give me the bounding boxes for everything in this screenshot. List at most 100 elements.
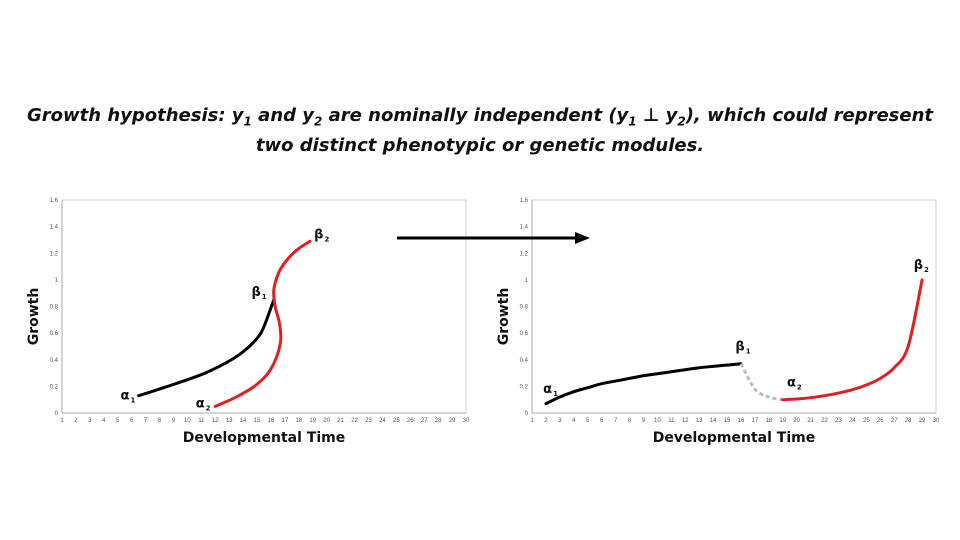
series-line bbox=[213, 239, 312, 408]
perp-symbol: ⊥ bbox=[636, 105, 666, 126]
x-tick-label: 19 bbox=[309, 418, 316, 424]
x-tick-label: 9 bbox=[642, 418, 646, 424]
x-tick-label: 2 bbox=[544, 418, 548, 424]
y-tick-label: 1.4 bbox=[520, 225, 529, 231]
x-tick-label: 30 bbox=[933, 418, 940, 424]
series-line bbox=[137, 298, 276, 398]
y-tick-label: 0.4 bbox=[520, 358, 529, 364]
title-text: y bbox=[665, 105, 678, 126]
x-tick-label: 17 bbox=[282, 418, 289, 424]
x-tick-label: 28 bbox=[905, 418, 912, 424]
series-line bbox=[544, 362, 743, 406]
x-tick-label: 12 bbox=[212, 418, 219, 424]
point-label: β2 bbox=[914, 258, 929, 274]
x-tick-label: 14 bbox=[240, 418, 247, 424]
x-tick-label: 6 bbox=[600, 418, 604, 424]
y-tick-label: 0 bbox=[55, 411, 59, 417]
point-label: α1 bbox=[121, 389, 136, 405]
title-line-1: Growth hypothesis: y1 and y2 are nominal… bbox=[20, 104, 940, 134]
x-tick-label: 7 bbox=[144, 418, 148, 424]
x-tick-label: 8 bbox=[158, 418, 162, 424]
x-tick-label: 28 bbox=[435, 418, 442, 424]
x-tick-label: 16 bbox=[268, 418, 275, 424]
x-tick-label: 20 bbox=[323, 418, 330, 424]
right-chart: 00.20.40.60.811.21.41.61 2 3 4 5 6 7 8 9 10 11 12 13… bbox=[496, 198, 940, 446]
x-tick-label: 5 bbox=[586, 418, 590, 424]
point-label-subscript: 2 bbox=[797, 383, 802, 391]
x-tick-label: 20 bbox=[793, 418, 800, 424]
x-tick-label: 14 bbox=[710, 418, 717, 424]
x-tick-label: 13 bbox=[696, 418, 703, 424]
x-tick-label: 11 bbox=[668, 418, 675, 424]
x-tick-label: 26 bbox=[407, 418, 414, 424]
y-tick-label: 1.2 bbox=[50, 251, 59, 257]
point-label: β1 bbox=[251, 285, 266, 301]
title-subscript: 2 bbox=[677, 114, 686, 129]
y-tick-label: 1 bbox=[55, 278, 59, 284]
point-label-subscript: 1 bbox=[130, 397, 135, 405]
x-tick-label: 4 bbox=[102, 418, 106, 424]
y-tick-label: 0.6 bbox=[520, 331, 529, 337]
point-label-subscript: 1 bbox=[553, 390, 558, 398]
series-line bbox=[739, 363, 784, 402]
x-tick-label: 5 bbox=[116, 418, 120, 424]
point-label: α2 bbox=[196, 397, 211, 413]
x-tick-label: 4 bbox=[572, 418, 576, 424]
x-tick-label: 21 bbox=[337, 418, 344, 424]
x-tick-label: 27 bbox=[421, 418, 428, 424]
title-subscript: 2 bbox=[314, 114, 323, 129]
x-tick-label: 10 bbox=[184, 418, 191, 424]
left-chart: 00.20.40.60.811.21.41.61 2 3 4 5 6 7 8 9 10 11 12 13… bbox=[26, 198, 470, 446]
point-label-subscript: 2 bbox=[324, 236, 329, 244]
x-tick-label: 29 bbox=[449, 418, 456, 424]
x-tick-label: 24 bbox=[379, 418, 386, 424]
series-line bbox=[781, 278, 924, 402]
arrow-head bbox=[575, 232, 590, 244]
title-line-2: two distinct phenotypic or genetic modul… bbox=[255, 134, 705, 156]
y-tick-label: 1.6 bbox=[520, 198, 529, 204]
x-tick-label: 25 bbox=[393, 418, 400, 424]
y-tick-label: 1.6 bbox=[50, 198, 59, 204]
x-tick-label: 15 bbox=[254, 418, 261, 424]
x-tick-label: 8 bbox=[628, 418, 632, 424]
x-tick-label: 6 bbox=[130, 418, 134, 424]
x-tick-label: 21 bbox=[807, 418, 814, 424]
title-text: Growth hypothesis: y bbox=[26, 105, 244, 126]
x-tick-label: 13 bbox=[226, 418, 233, 424]
y-tick-label: 1.2 bbox=[520, 251, 529, 257]
x-tick-label: 12 bbox=[682, 418, 689, 424]
title-text: ), which could represent bbox=[685, 105, 934, 126]
y-tick-label: 0.6 bbox=[50, 331, 59, 337]
x-tick-label: 19 bbox=[779, 418, 786, 424]
y-tick-label: 0 bbox=[525, 411, 529, 417]
title-subscript: 1 bbox=[243, 114, 252, 129]
x-tick-label: 22 bbox=[821, 418, 828, 424]
x-axis-title: Developmental Time bbox=[183, 430, 345, 446]
x-tick-label: 2 bbox=[74, 418, 78, 424]
point-label-subscript: 1 bbox=[262, 293, 267, 301]
x-tick-label: 23 bbox=[835, 418, 842, 424]
y-tick-label: 1 bbox=[525, 278, 529, 284]
x-tick-label: 29 bbox=[919, 418, 926, 424]
x-tick-label: 3 bbox=[88, 418, 92, 424]
y-tick-label: 1.4 bbox=[50, 225, 59, 231]
x-tick-label: 1 bbox=[530, 418, 534, 424]
x-tick-label: 22 bbox=[351, 418, 358, 424]
x-tick-label: 3 bbox=[558, 418, 562, 424]
y-tick-label: 0.8 bbox=[50, 305, 59, 311]
point-label-subscript: 2 bbox=[206, 405, 211, 413]
y-axis-title: Growth bbox=[26, 288, 42, 346]
y-axis-title: Growth bbox=[496, 288, 512, 346]
right-arrow-icon bbox=[397, 232, 590, 244]
x-tick-label: 16 bbox=[738, 418, 745, 424]
figure-title: Growth hypothesis: y1 and y2 are nominal… bbox=[20, 104, 940, 158]
point-label: α2 bbox=[787, 375, 802, 391]
point-label-subscript: 2 bbox=[924, 266, 929, 274]
point-label: β2 bbox=[314, 228, 329, 244]
x-tick-label: 15 bbox=[724, 418, 731, 424]
y-tick-label: 0.2 bbox=[520, 384, 529, 390]
title-text: and y bbox=[251, 105, 315, 126]
y-tick-label: 0.8 bbox=[520, 305, 529, 311]
y-tick-label: 0.2 bbox=[50, 384, 59, 390]
point-label: α1 bbox=[543, 382, 558, 398]
